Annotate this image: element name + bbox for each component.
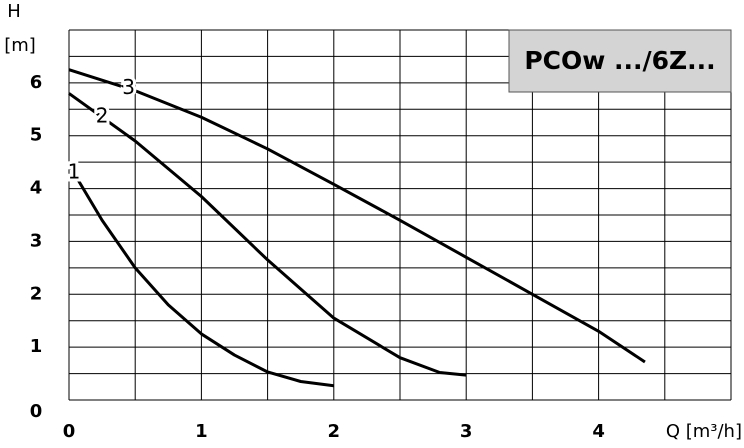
y-tick-label: 2 bbox=[30, 283, 43, 304]
title-box bbox=[508, 29, 732, 93]
x-axis-label: Q [m³/h] bbox=[666, 421, 742, 442]
y-tick-label: 6 bbox=[30, 72, 43, 93]
y-tick-label: 3 bbox=[30, 230, 43, 251]
line-series bbox=[67, 164, 334, 388]
line-series bbox=[68, 68, 646, 364]
series-label: 2 bbox=[96, 104, 109, 128]
y-tick-label: 0 bbox=[30, 401, 43, 422]
y-tick-label: 4 bbox=[30, 178, 43, 199]
x-tick-label: 0 bbox=[63, 421, 76, 442]
chart-title: PCOw .../6Z... bbox=[524, 46, 715, 75]
y-axis-label: H bbox=[7, 1, 21, 22]
y-tick-label: 1 bbox=[30, 336, 43, 357]
y-axis-unit: [m] bbox=[4, 35, 36, 56]
x-tick-label: 2 bbox=[328, 421, 341, 442]
y-tick-label: 5 bbox=[30, 125, 43, 146]
x-tick-label: 3 bbox=[460, 421, 473, 442]
series-label: 1 bbox=[68, 160, 81, 184]
series-label: 3 bbox=[122, 75, 135, 99]
x-tick-label: 1 bbox=[195, 421, 208, 442]
line-series bbox=[68, 92, 467, 377]
x-tick-label: 4 bbox=[592, 421, 605, 442]
